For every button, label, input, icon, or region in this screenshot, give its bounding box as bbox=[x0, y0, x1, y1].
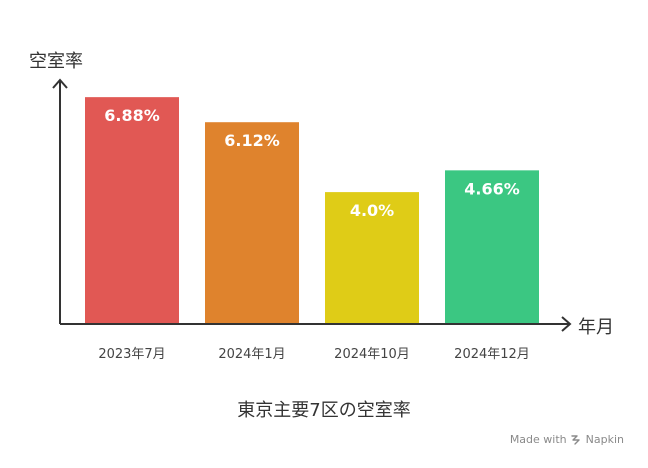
x-axis-arrow bbox=[561, 316, 572, 332]
bar-3 bbox=[325, 192, 419, 324]
footer-attribution: Made with Napkin bbox=[510, 433, 624, 446]
axes-group bbox=[52, 78, 572, 332]
x-tick-label-2: 2024年1月 bbox=[218, 347, 285, 362]
x-tick-label-1: 2023年7月 bbox=[98, 347, 165, 362]
y-axis-arrow bbox=[52, 78, 68, 89]
bar-4 bbox=[445, 170, 539, 324]
brand-name: Napkin bbox=[585, 433, 624, 446]
value-label-2: 6.12% bbox=[224, 131, 280, 150]
made-with-text: Made with bbox=[509, 433, 567, 446]
value-label-4: 4.66% bbox=[464, 179, 520, 198]
chart-title: 東京主要7区の空室率 bbox=[237, 400, 411, 421]
bar-1 bbox=[85, 97, 179, 325]
value-label-3: 4.0% bbox=[350, 201, 394, 220]
tick-labels-group: 2023年7月 2024年1月 2024年10月 2024年12月 bbox=[98, 347, 530, 362]
bars-group bbox=[85, 97, 539, 325]
x-tick-label-3: 2024年10月 bbox=[334, 347, 410, 362]
value-label-1: 6.88% bbox=[104, 106, 160, 125]
y-axis-label: 空室率 bbox=[29, 51, 83, 72]
x-axis-label: 年月 bbox=[578, 317, 614, 338]
bar-2 bbox=[205, 122, 299, 324]
value-labels-group: 6.88% 6.12% 4.0% 4.66% bbox=[104, 106, 520, 220]
napkin-logo-icon bbox=[570, 434, 582, 445]
x-tick-label-4: 2024年12月 bbox=[454, 347, 530, 362]
